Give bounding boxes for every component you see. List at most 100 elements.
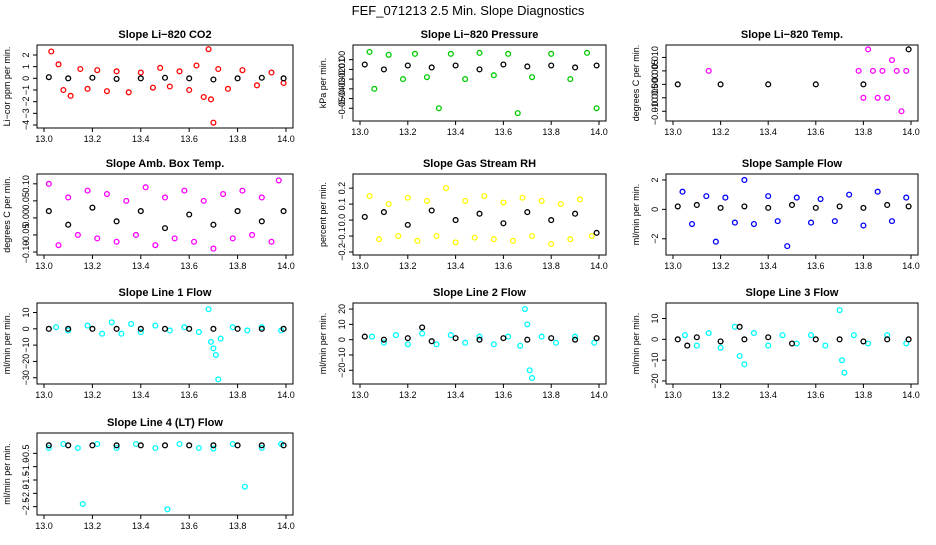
data-point-all <box>94 440 101 448</box>
x-tick-label: 13.0 <box>35 521 53 531</box>
x-tick-label: 13.4 <box>759 261 777 271</box>
chart-panel-1: Slope Li−820 CO2 Li−cor ppm per min. 13.0 1… <box>2 29 295 144</box>
x-tick-label: 14.0 <box>277 390 295 400</box>
data-point-all <box>137 329 144 336</box>
y-tick-label: 0.1 <box>337 198 347 211</box>
data-point-all <box>157 64 164 71</box>
data-point-all <box>220 190 227 198</box>
data-point-all <box>77 65 84 73</box>
y-tick-label: −10 <box>21 337 31 352</box>
data-point-all <box>793 340 800 347</box>
data-point-subset <box>210 325 217 332</box>
data-point-all <box>521 306 528 313</box>
data-point-subset <box>593 335 600 342</box>
x-tick-label: 14.0 <box>902 390 920 400</box>
data-point-subset <box>548 335 555 342</box>
x-tick-label: 13.6 <box>180 521 198 531</box>
x-tick-label: 14.0 <box>902 261 920 271</box>
x-tick-label: 13.4 <box>759 127 777 137</box>
data-point-subset <box>884 336 891 343</box>
data-point-subset <box>65 221 72 228</box>
y-tick-label: 0 <box>21 326 31 331</box>
y-tick-label: −1.0 <box>21 458 31 476</box>
y-tick-label: −0.03 <box>337 77 347 100</box>
y-axis-label: degrees C per min. <box>631 45 641 122</box>
data-point-all <box>712 238 719 245</box>
panel-title: Slope Li−820 Pressure <box>421 29 539 41</box>
data-point-all <box>60 440 67 448</box>
y-axis-label: ml/min per min. <box>2 443 12 505</box>
x-tick-label: 13.8 <box>855 261 873 271</box>
data-point-all <box>538 333 545 340</box>
figure-title: FEF_071213 2.5 Min. Slope Diagnostics <box>352 3 585 18</box>
data-point-all <box>55 61 62 68</box>
data-point-subset <box>361 213 368 220</box>
data-point-all <box>831 218 838 225</box>
data-point-all <box>888 218 896 225</box>
data-point-all <box>722 194 729 201</box>
x-tick-label: 13.0 <box>351 261 369 271</box>
data-point-subset <box>717 204 724 211</box>
data-point-all <box>137 69 144 76</box>
data-point-all <box>435 105 442 112</box>
data-point-all <box>376 236 383 243</box>
data-point-all <box>529 232 536 240</box>
y-tick-label: 2 <box>650 177 660 182</box>
data-point-all <box>869 67 876 74</box>
chart-panel-9: Slope Line 3 Flow ml/min per min. 13.0 13.2… <box>631 287 920 400</box>
data-point-all <box>103 190 110 198</box>
data-point-subset <box>89 204 96 211</box>
x-tick-label: 13.2 <box>712 390 730 400</box>
data-point-subset <box>45 74 52 81</box>
y-tick-label: −10 <box>337 347 347 362</box>
data-point-all <box>884 94 891 101</box>
data-point-all <box>210 345 217 352</box>
data-point-subset <box>593 62 600 69</box>
x-tick-label: 13.8 <box>855 127 873 137</box>
y-tick-label: −1.5 <box>21 471 31 489</box>
x-tick-label: 13.6 <box>807 127 825 137</box>
data-point-subset <box>113 325 120 332</box>
data-point-all <box>888 57 896 64</box>
data-point-all <box>241 483 248 490</box>
data-point-all <box>681 332 688 339</box>
data-point-all <box>765 193 772 200</box>
data-point-all <box>476 333 483 340</box>
data-point-subset <box>593 229 600 236</box>
x-tick-label: 13.4 <box>132 134 150 144</box>
panel-title: Slope Li−820 CO2 <box>118 29 211 41</box>
y-tick-label: −0.02 <box>337 68 347 91</box>
data-point-all <box>765 342 772 349</box>
data-point-subset <box>548 62 555 69</box>
data-point-subset <box>280 208 287 215</box>
y-tick-label: −2 <box>21 97 31 107</box>
data-point-subset <box>161 74 169 81</box>
data-point-all <box>526 367 533 374</box>
data-point-all <box>161 194 169 201</box>
data-point-all <box>741 361 748 368</box>
data-point-all <box>113 68 120 75</box>
data-point-all <box>253 82 261 89</box>
x-tick-label: 14.0 <box>277 134 295 144</box>
chart-panel-3: Slope Li−820 Temp. degrees C per min. 13.0… <box>631 29 920 137</box>
y-axis-label: ml/min per min. <box>318 313 328 375</box>
data-point-subset <box>113 75 120 82</box>
data-point-all <box>822 342 829 349</box>
data-point-subset <box>234 75 241 82</box>
data-point-all <box>865 46 872 53</box>
plot-frame <box>352 302 607 385</box>
y-tick-label: −0.01 <box>337 58 347 81</box>
y-axis-label: ml/min per min. <box>631 313 641 375</box>
data-point-all <box>874 188 881 195</box>
data-point-all <box>490 341 497 348</box>
data-point-subset <box>765 334 772 341</box>
y-tick-label: −2 <box>650 234 660 244</box>
data-point-all <box>249 231 256 239</box>
x-tick-label: 13.0 <box>35 261 53 271</box>
data-point-all <box>807 332 815 339</box>
y-tick-label: −0.5 <box>21 444 31 462</box>
data-point-all <box>688 221 696 228</box>
data-point-subset <box>258 442 265 449</box>
data-point-all <box>447 332 454 339</box>
y-tick-label: 0.010 <box>650 46 660 69</box>
